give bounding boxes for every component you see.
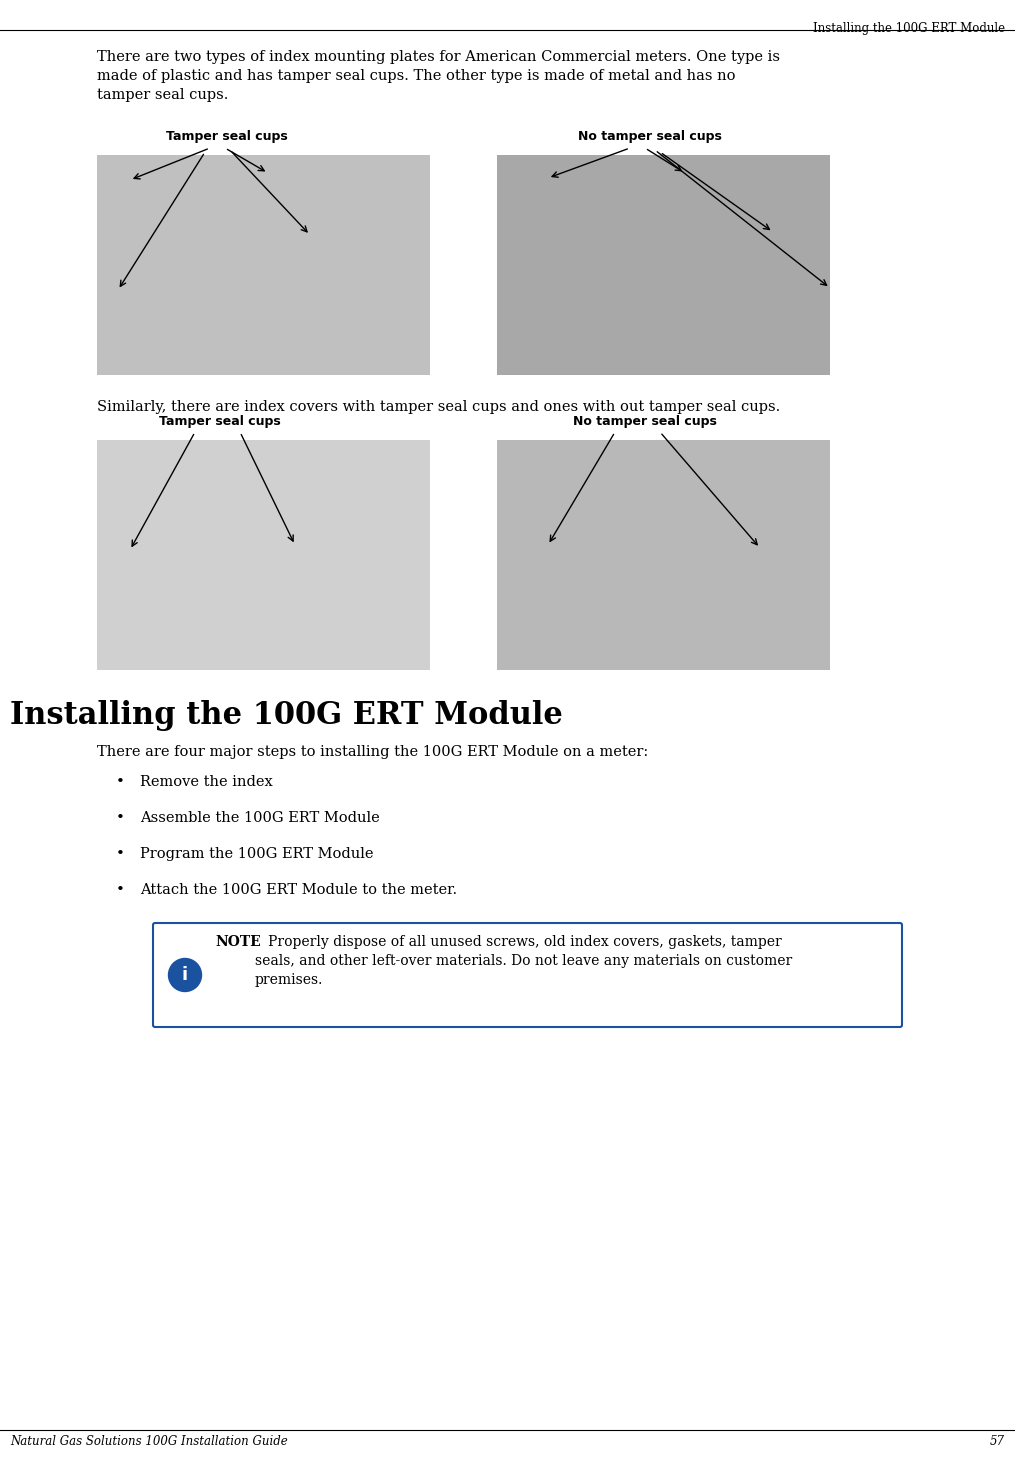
Text: Natural Gas Solutions 100G Installation Guide: Natural Gas Solutions 100G Installation … — [10, 1435, 287, 1448]
Text: Tamper seal cups: Tamper seal cups — [166, 130, 288, 143]
Text: •: • — [116, 847, 125, 861]
Text: NOTE: NOTE — [215, 934, 261, 949]
FancyBboxPatch shape — [153, 923, 902, 1026]
Text: Properly dispose of all unused screws, old index covers, gaskets, tamper
seals, : Properly dispose of all unused screws, o… — [255, 934, 793, 987]
Text: Installing the 100G ERT Module: Installing the 100G ERT Module — [813, 22, 1005, 35]
Circle shape — [168, 959, 202, 991]
Bar — [97, 439, 430, 670]
Text: There are four major steps to installing the 100G ERT Module on a meter:: There are four major steps to installing… — [97, 745, 649, 759]
Text: •: • — [116, 810, 125, 825]
Text: Attach the 100G ERT Module to the meter.: Attach the 100G ERT Module to the meter. — [140, 883, 457, 896]
Text: 57: 57 — [990, 1435, 1005, 1448]
Text: Installing the 100G ERT Module: Installing the 100G ERT Module — [10, 699, 563, 731]
Bar — [497, 439, 830, 670]
Text: Similarly, there are index covers with tamper seal cups and ones with out tamper: Similarly, there are index covers with t… — [97, 400, 781, 415]
Text: Program the 100G ERT Module: Program the 100G ERT Module — [140, 847, 374, 861]
Text: Assemble the 100G ERT Module: Assemble the 100G ERT Module — [140, 810, 380, 825]
Text: There are two types of index mounting plates for American Commercial meters. One: There are two types of index mounting pl… — [97, 50, 780, 102]
Text: No tamper seal cups: No tamper seal cups — [579, 130, 722, 143]
Bar — [97, 155, 430, 375]
Text: Tamper seal cups: Tamper seal cups — [159, 415, 281, 428]
Text: Remove the index: Remove the index — [140, 775, 273, 788]
Text: •: • — [116, 775, 125, 788]
Bar — [497, 155, 830, 375]
Text: •: • — [116, 883, 125, 896]
Text: i: i — [182, 967, 188, 984]
Text: No tamper seal cups: No tamper seal cups — [573, 415, 717, 428]
